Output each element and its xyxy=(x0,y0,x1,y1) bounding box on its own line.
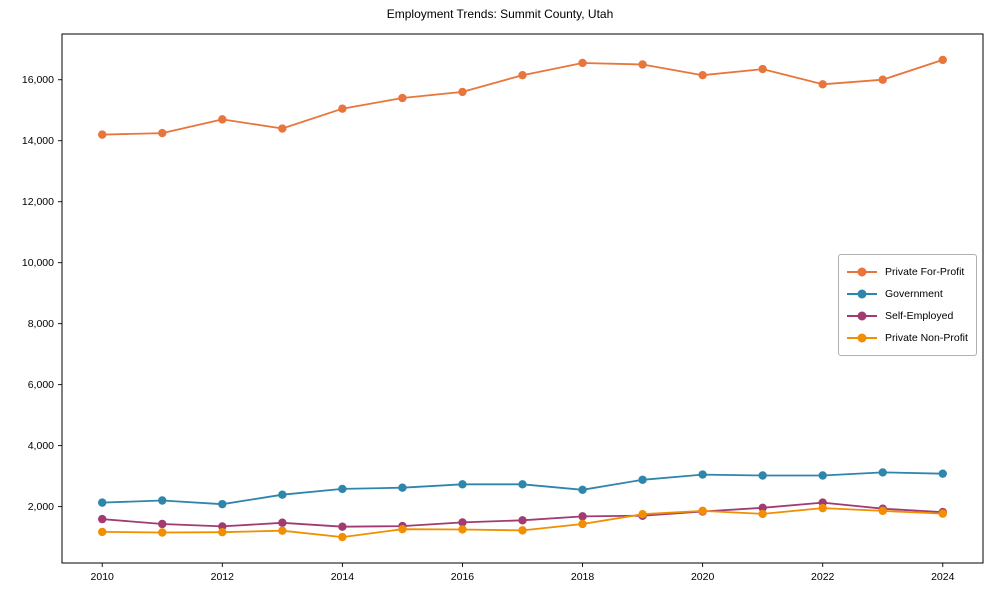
x-tick-label: 2024 xyxy=(931,571,955,583)
y-tick-label: 14,000 xyxy=(22,135,54,147)
data-point-marker xyxy=(218,522,227,531)
y-tick-label: 4,000 xyxy=(28,440,54,452)
data-point-marker xyxy=(338,104,347,113)
data-point-marker xyxy=(578,58,587,68)
data-point-marker xyxy=(158,128,167,138)
data-point-marker xyxy=(698,506,707,516)
legend-item-private-non-profit: Private Non-Profit xyxy=(847,327,970,349)
legend-item-self-employed: Self-Employed xyxy=(847,305,970,327)
data-point-marker xyxy=(878,75,887,84)
chart-title: Employment Trends: Summit County, Utah xyxy=(386,7,614,21)
data-point-marker xyxy=(278,490,287,499)
data-point-marker xyxy=(758,64,767,74)
x-tick-label: 2010 xyxy=(91,571,115,583)
data-point-marker xyxy=(338,522,347,531)
data-point-marker xyxy=(638,510,647,519)
data-point-marker xyxy=(758,503,767,513)
legend-label: Private Non-Profit xyxy=(885,332,968,344)
legend-line-marker-icon xyxy=(847,289,877,299)
data-point-marker xyxy=(878,468,887,477)
plot-border xyxy=(61,33,984,564)
legend: Private For-Profit Government Self-Emplo… xyxy=(838,254,977,356)
data-point-marker xyxy=(98,498,107,507)
data-point-marker xyxy=(518,516,527,525)
x-tick-label: 2016 xyxy=(451,571,475,583)
x-tick-label: 2014 xyxy=(331,571,355,583)
data-point-marker xyxy=(638,60,647,69)
legend-line-marker-icon xyxy=(847,267,877,277)
x-tick-label: 2018 xyxy=(571,571,595,583)
data-point-marker xyxy=(218,499,227,509)
x-tick-label: 2022 xyxy=(811,571,835,583)
data-point-marker xyxy=(218,115,227,124)
x-tick-label: 2020 xyxy=(691,571,715,583)
y-tick-label: 12,000 xyxy=(22,196,54,208)
legend-item-government: Government xyxy=(847,283,970,305)
data-point-marker xyxy=(158,519,167,529)
data-point-marker xyxy=(758,471,767,480)
data-point-marker xyxy=(278,526,287,535)
y-tick-label: 16,000 xyxy=(22,74,54,86)
data-point-marker xyxy=(518,480,527,489)
data-point-marker xyxy=(878,506,887,516)
data-point-marker xyxy=(338,484,347,494)
data-point-marker xyxy=(338,532,347,542)
data-point-marker xyxy=(98,514,107,524)
data-point-marker xyxy=(818,80,827,89)
data-point-marker xyxy=(278,124,287,133)
data-point-marker xyxy=(458,518,467,527)
data-point-marker xyxy=(218,528,227,537)
data-point-marker xyxy=(518,526,527,535)
data-point-marker xyxy=(158,528,167,537)
data-point-marker xyxy=(458,480,467,489)
data-point-marker xyxy=(578,519,587,529)
data-point-marker xyxy=(398,524,407,534)
data-point-marker xyxy=(158,496,167,505)
data-point-marker xyxy=(758,509,767,519)
data-point-marker xyxy=(98,527,107,537)
legend-label: Government xyxy=(885,288,943,300)
data-point-marker xyxy=(638,475,647,484)
legend-line-marker-icon xyxy=(847,311,877,321)
y-tick-label: 6,000 xyxy=(28,379,54,391)
data-point-marker xyxy=(578,485,587,495)
y-tick-label: 8,000 xyxy=(28,318,54,330)
data-point-marker xyxy=(938,469,947,478)
data-point-marker xyxy=(938,509,947,518)
legend-item-private-for-profit: Private For-Profit xyxy=(847,261,970,283)
data-point-marker xyxy=(938,55,947,65)
data-point-marker xyxy=(818,503,827,513)
legend-label: Private For-Profit xyxy=(885,266,965,278)
data-point-marker xyxy=(398,93,407,103)
x-tick-label: 2012 xyxy=(211,571,235,583)
data-point-marker xyxy=(698,70,707,80)
y-tick-label: 2,000 xyxy=(28,501,54,513)
data-point-marker xyxy=(98,130,107,139)
data-point-marker xyxy=(398,483,407,492)
data-point-marker xyxy=(458,525,467,534)
y-tick-label: 10,000 xyxy=(22,257,54,269)
data-point-marker xyxy=(458,87,467,97)
data-point-marker xyxy=(578,512,587,521)
legend-line-marker-icon xyxy=(847,333,877,343)
data-point-marker xyxy=(818,471,827,480)
data-point-marker xyxy=(278,518,287,527)
data-point-marker xyxy=(698,470,707,479)
legend-label: Self-Employed xyxy=(885,310,954,322)
data-point-marker xyxy=(518,70,527,80)
